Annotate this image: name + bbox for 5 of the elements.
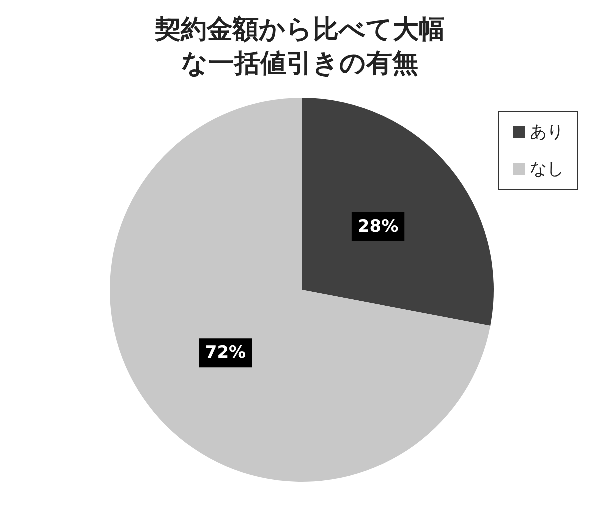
data-label: 28% — [358, 216, 399, 237]
legend-label: なし — [530, 160, 564, 180]
chart-title: 契約金額から比べて大幅な一括値引きの有無 — [154, 15, 445, 79]
data-label: 72% — [205, 343, 246, 364]
legend-label: あり — [530, 122, 564, 142]
